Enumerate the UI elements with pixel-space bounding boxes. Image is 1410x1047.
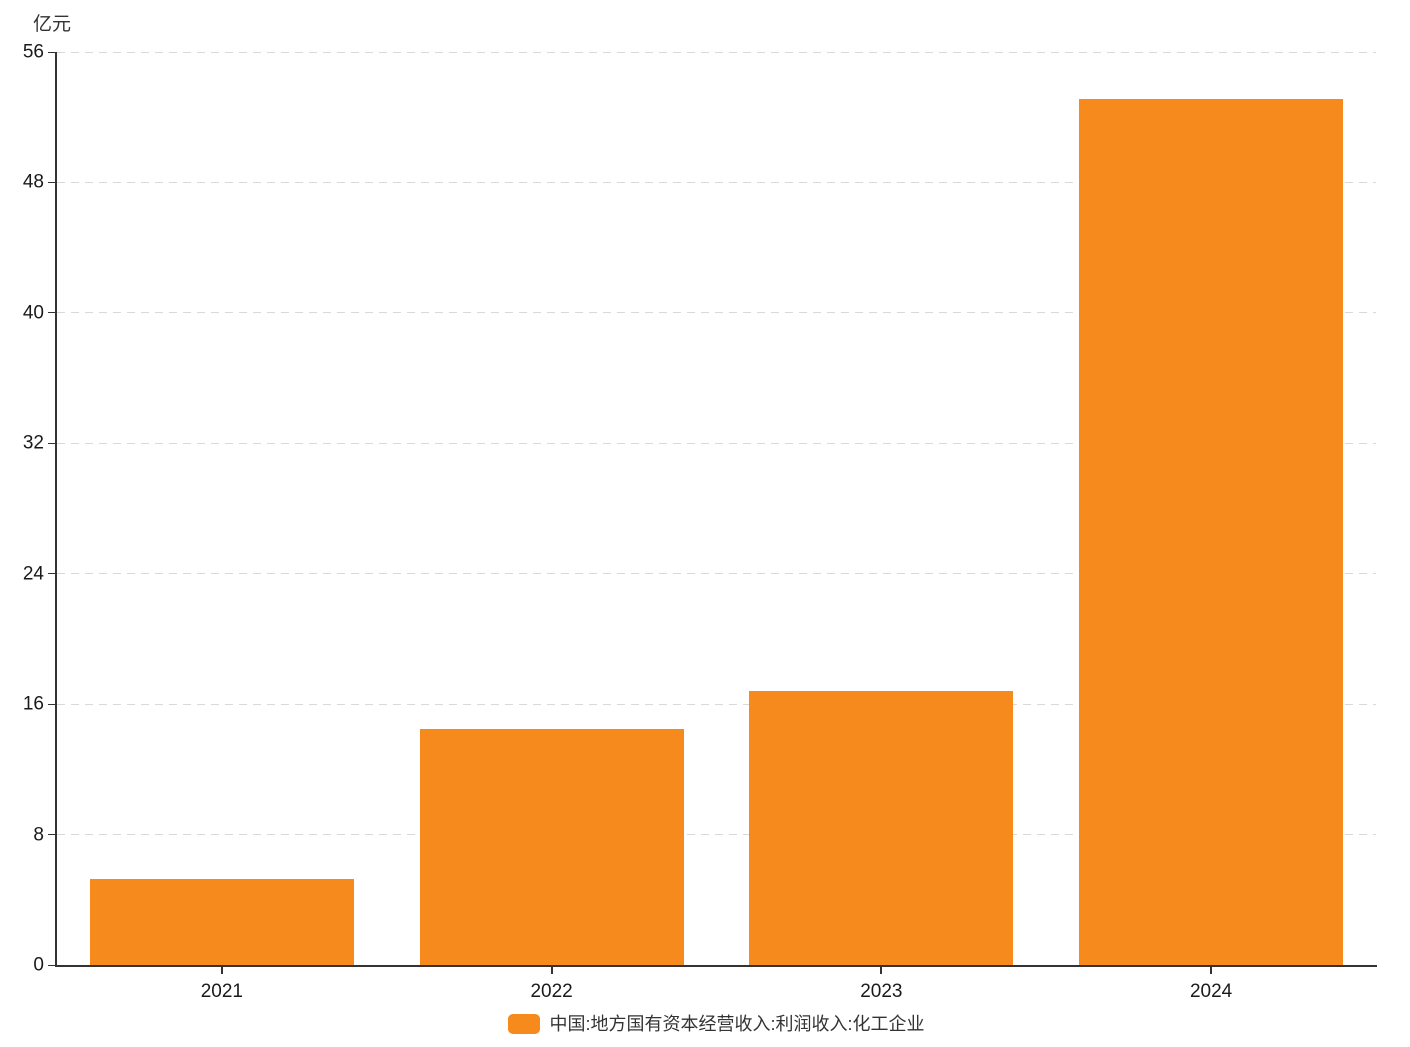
gridline-48 xyxy=(57,181,1376,183)
gridline-32 xyxy=(57,442,1376,444)
bar-2024[interactable] xyxy=(1079,99,1344,965)
x-axis-tick xyxy=(1210,967,1213,974)
gridline-8 xyxy=(57,834,1376,836)
y-axis-tick-label: 40 xyxy=(22,302,44,324)
legend-item[interactable]: 中国:地方国有资本经营收入:利润收入:化工企业 xyxy=(508,1012,925,1036)
y-axis-tick-label: 16 xyxy=(22,693,44,715)
y-axis-unit-label: 亿元 xyxy=(33,14,72,35)
x-axis-tick-label: 2024 xyxy=(1189,981,1233,1002)
gridline-24 xyxy=(57,573,1376,575)
y-axis-tick-label: 56 xyxy=(22,41,44,63)
x-axis-tick xyxy=(220,967,223,974)
y-axis-tick xyxy=(48,703,55,705)
bar-2022[interactable] xyxy=(419,728,684,965)
y-axis-tick xyxy=(48,964,55,966)
y-axis-tick xyxy=(48,573,55,575)
x-axis-tick xyxy=(550,967,553,974)
x-axis-tick-label: 2021 xyxy=(200,981,244,1002)
y-axis-tick xyxy=(48,51,55,53)
x-axis-line xyxy=(55,965,1377,967)
y-axis-tick xyxy=(48,181,55,183)
legend: 中国:地方国有资本经营收入:利润收入:化工企业 xyxy=(57,1012,1376,1036)
x-axis-tick-label: 2023 xyxy=(860,981,903,1002)
x-axis-tick xyxy=(880,967,883,974)
gridline-56 xyxy=(57,51,1376,53)
y-axis-tick xyxy=(48,312,55,314)
y-axis-tick-label: 32 xyxy=(22,432,44,454)
bar-2021[interactable] xyxy=(89,878,354,965)
y-axis-tick-label: 0 xyxy=(33,954,44,976)
y-axis-tick xyxy=(48,442,55,444)
legend-label: 中国:地方国有资本经营收入:利润收入:化工企业 xyxy=(549,1014,925,1034)
y-axis-line xyxy=(55,52,57,967)
gridline-40 xyxy=(57,312,1376,314)
gridline-16 xyxy=(57,703,1376,705)
x-axis-tick-label: 2022 xyxy=(530,981,573,1002)
y-axis-tick-label: 48 xyxy=(22,171,44,193)
bar-2023[interactable] xyxy=(749,691,1014,965)
legend-swatch xyxy=(508,1014,541,1034)
y-axis-tick-label: 8 xyxy=(33,824,44,846)
y-axis-tick-label: 24 xyxy=(22,563,44,585)
y-axis-tick xyxy=(48,834,55,836)
